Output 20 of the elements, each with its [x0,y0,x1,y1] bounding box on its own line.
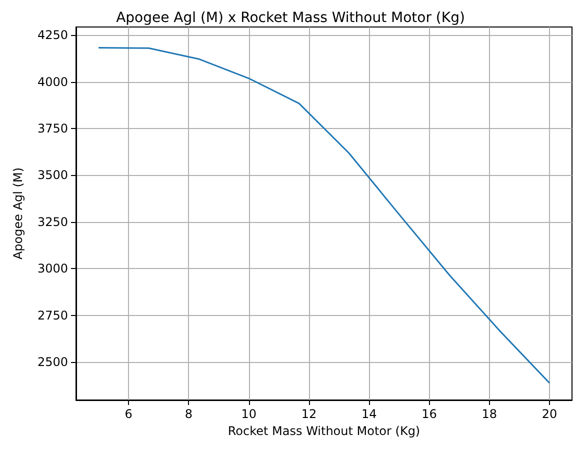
chart-title: Apogee Agl (M) x Rocket Mass Without Motor (Kg) [116,10,465,26]
y-tick-label: 2750 [37,308,68,322]
y-tick-label: 3000 [37,262,68,276]
x-tick-label: 20 [542,407,558,421]
y-tick-label: 3500 [37,168,68,182]
y-tick-label: 2500 [37,355,68,370]
x-tick-label: 12 [301,407,317,421]
y-axis-title: Apogee Agl (M) [11,167,25,260]
x-axis-title: Rocket Mass Without Motor (Kg) [228,424,420,438]
x-tick-label: 18 [482,407,497,421]
y-tick-label: 3250 [37,214,68,229]
line-series [98,46,550,384]
x-tick-label: 14 [361,407,377,421]
y-tick-label: 4000 [37,74,68,89]
x-tick-label: 10 [241,407,256,421]
x-tick-label: 16 [422,407,437,421]
x-tick-label: 6 [124,407,132,421]
y-tick-label: 4250 [37,28,68,42]
y-tick-label: 3750 [37,121,68,136]
x-tick-label: 8 [184,407,193,421]
